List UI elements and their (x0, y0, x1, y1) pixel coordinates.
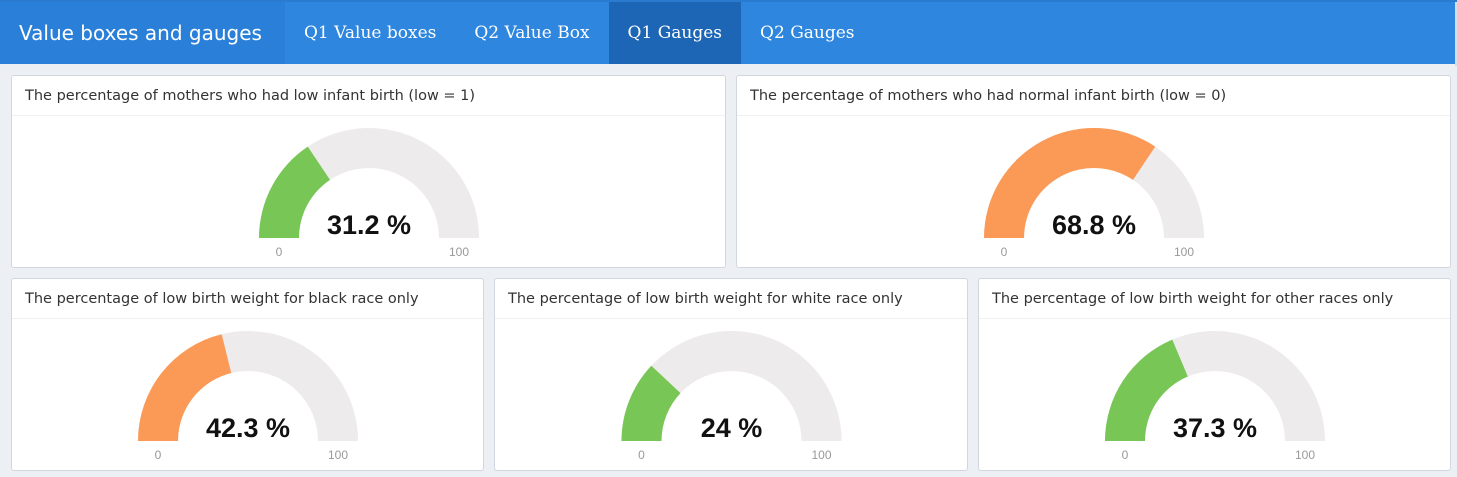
tab-q1-gauges[interactable]: Q1 Gauges (608, 2, 742, 64)
navbar-edge (1455, 2, 1457, 66)
gauge-box-title: The percentage of mothers who had low in… (12, 76, 725, 116)
gauge-min-label: 0 (155, 448, 162, 462)
gauge-box-title: The percentage of mothers who had normal… (737, 76, 1450, 116)
gauge-max-label: 100 (1295, 448, 1315, 462)
nav-tabs: Q1 Value boxes Q2 Value Box Q1 Gauges Q2… (285, 2, 874, 64)
app-title: Value boxes and gauges (0, 2, 285, 64)
gauge-low-birth: 31.2 % 0 100 (259, 128, 479, 259)
gauge-value-label: 42.3 % (206, 413, 290, 443)
top-navbar: Value boxes and gauges Q1 Value boxes Q2… (0, 0, 1457, 66)
gauge-track (621, 331, 842, 441)
gauge-value-label: 68.8 % (1052, 210, 1136, 240)
gauge-box-normal-birth: The percentage of mothers who had normal… (736, 75, 1451, 268)
gauge-fill (138, 334, 232, 441)
tab-q1-value-boxes[interactable]: Q1 Value boxes (304, 23, 437, 43)
gauge-fill (621, 365, 681, 441)
gauge-other-races: 37.3 % 0 100 (1105, 331, 1325, 462)
gauge-black-race: 42.3 % 0 100 (138, 331, 358, 462)
gauge-max-label: 100 (328, 448, 348, 462)
gauge-box-title: The percentage of low birth weight for b… (12, 279, 483, 319)
gauge-max-label: 100 (449, 245, 469, 259)
gauge-value-label: 37.3 % (1173, 413, 1257, 443)
gauge-max-label: 100 (811, 448, 831, 462)
gauge-min-label: 0 (1122, 448, 1129, 462)
gauge-box-title: The percentage of low birth weight for o… (979, 279, 1450, 319)
tab-q2-gauges[interactable]: Q2 Gauges (760, 23, 855, 43)
gauge-box-black-race: The percentage of low birth weight for b… (11, 278, 484, 471)
gauge-box-title: The percentage of low birth weight for w… (495, 279, 967, 319)
gauge-fill (259, 146, 331, 238)
gauge-value-label: 24 % (701, 413, 763, 443)
tab-q2-value-box[interactable]: Q2 Value Box (474, 23, 590, 43)
gauge-normal-birth: 68.8 % 0 100 (984, 128, 1204, 259)
gauge-min-label: 0 (1001, 245, 1008, 259)
gauge-max-label: 100 (1174, 245, 1194, 259)
gauge-track (259, 128, 479, 238)
gauge-white-race: 24 % 0 100 (621, 331, 842, 462)
gauge-min-label: 0 (276, 245, 283, 259)
gauge-box-white-race: The percentage of low birth weight for w… (494, 278, 968, 471)
gauge-fill (1105, 339, 1188, 441)
gauge-fill (984, 128, 1156, 238)
gauge-value-label: 31.2 % (327, 210, 411, 240)
gauge-box-low-birth: The percentage of mothers who had low in… (11, 75, 726, 268)
gauge-box-other-races: The percentage of low birth weight for o… (978, 278, 1451, 471)
gauge-min-label: 0 (638, 448, 645, 462)
